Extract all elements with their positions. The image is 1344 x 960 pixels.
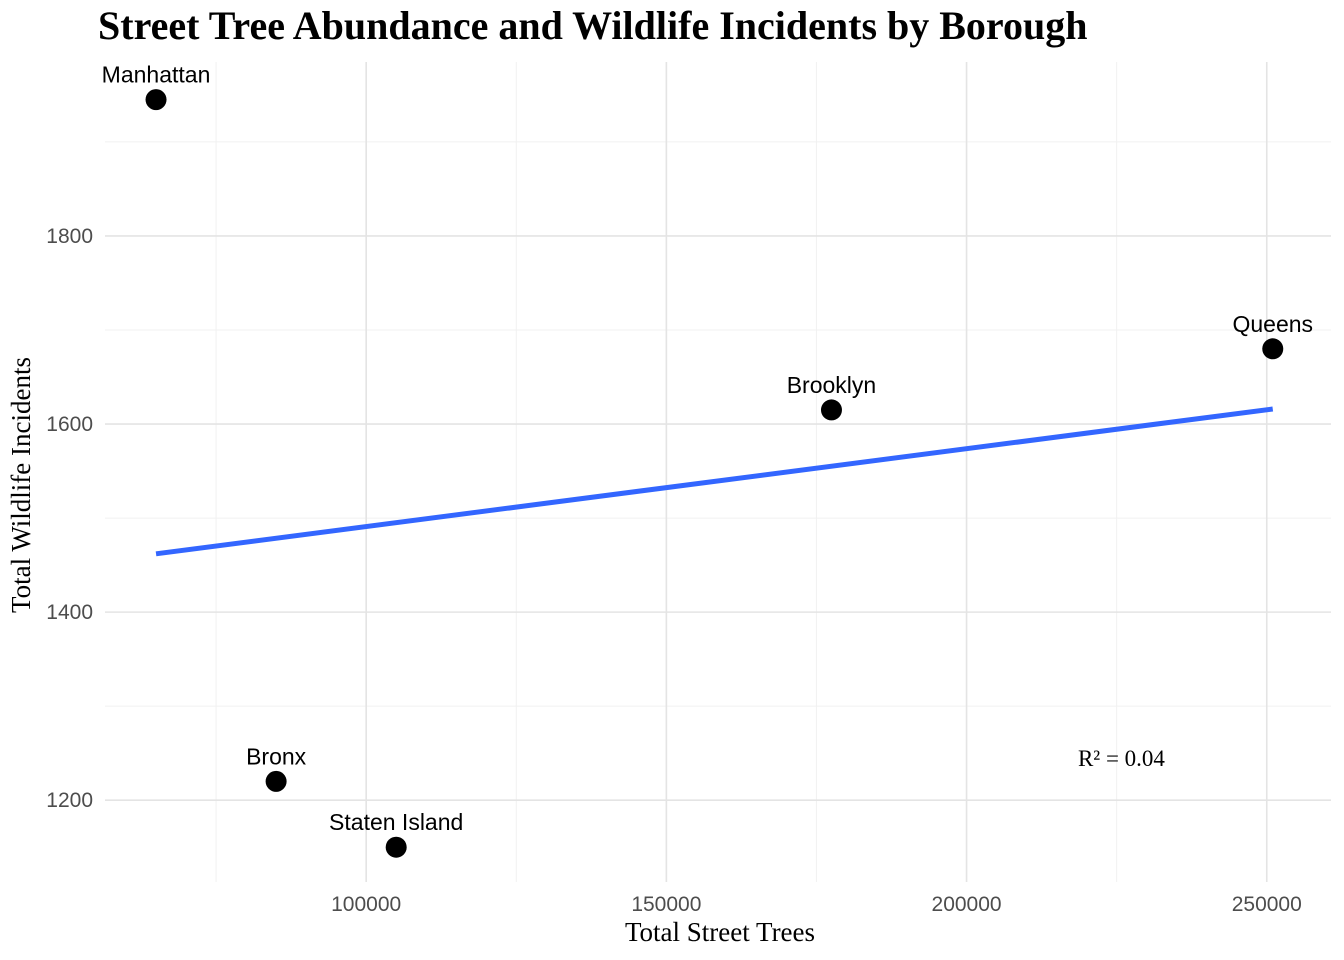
x-tick-label: 200000 (932, 893, 1002, 916)
point-label: Manhattan (102, 62, 211, 88)
x-tick-label: 100000 (331, 893, 401, 916)
data-point (820, 399, 842, 421)
data-point (265, 770, 287, 792)
y-axis-title: Total Wildlife Incidents (6, 357, 36, 613)
point-label: Staten Island (329, 809, 463, 835)
y-tick-label: 1800 (46, 225, 93, 248)
chart-title: Street Tree Abundance and Wildlife Incid… (98, 3, 1088, 48)
y-tick-label: 1600 (46, 413, 93, 436)
x-axis-title: Total Street Trees (625, 917, 815, 947)
point-label: Queens (1232, 311, 1313, 337)
x-tick-label: 150000 (631, 893, 701, 916)
point-label: Bronx (246, 743, 307, 769)
data-point (1262, 338, 1284, 360)
point-label: Brooklyn (787, 372, 876, 398)
trend-line (155, 406, 1274, 557)
r-squared-annotation: R² = 0.04 (1078, 746, 1165, 771)
y-tick-label: 1400 (46, 601, 93, 624)
data-point (145, 89, 167, 111)
y-tick-label: 1200 (46, 789, 93, 812)
x-tick-label: 250000 (1232, 893, 1302, 916)
data-point (385, 836, 407, 858)
